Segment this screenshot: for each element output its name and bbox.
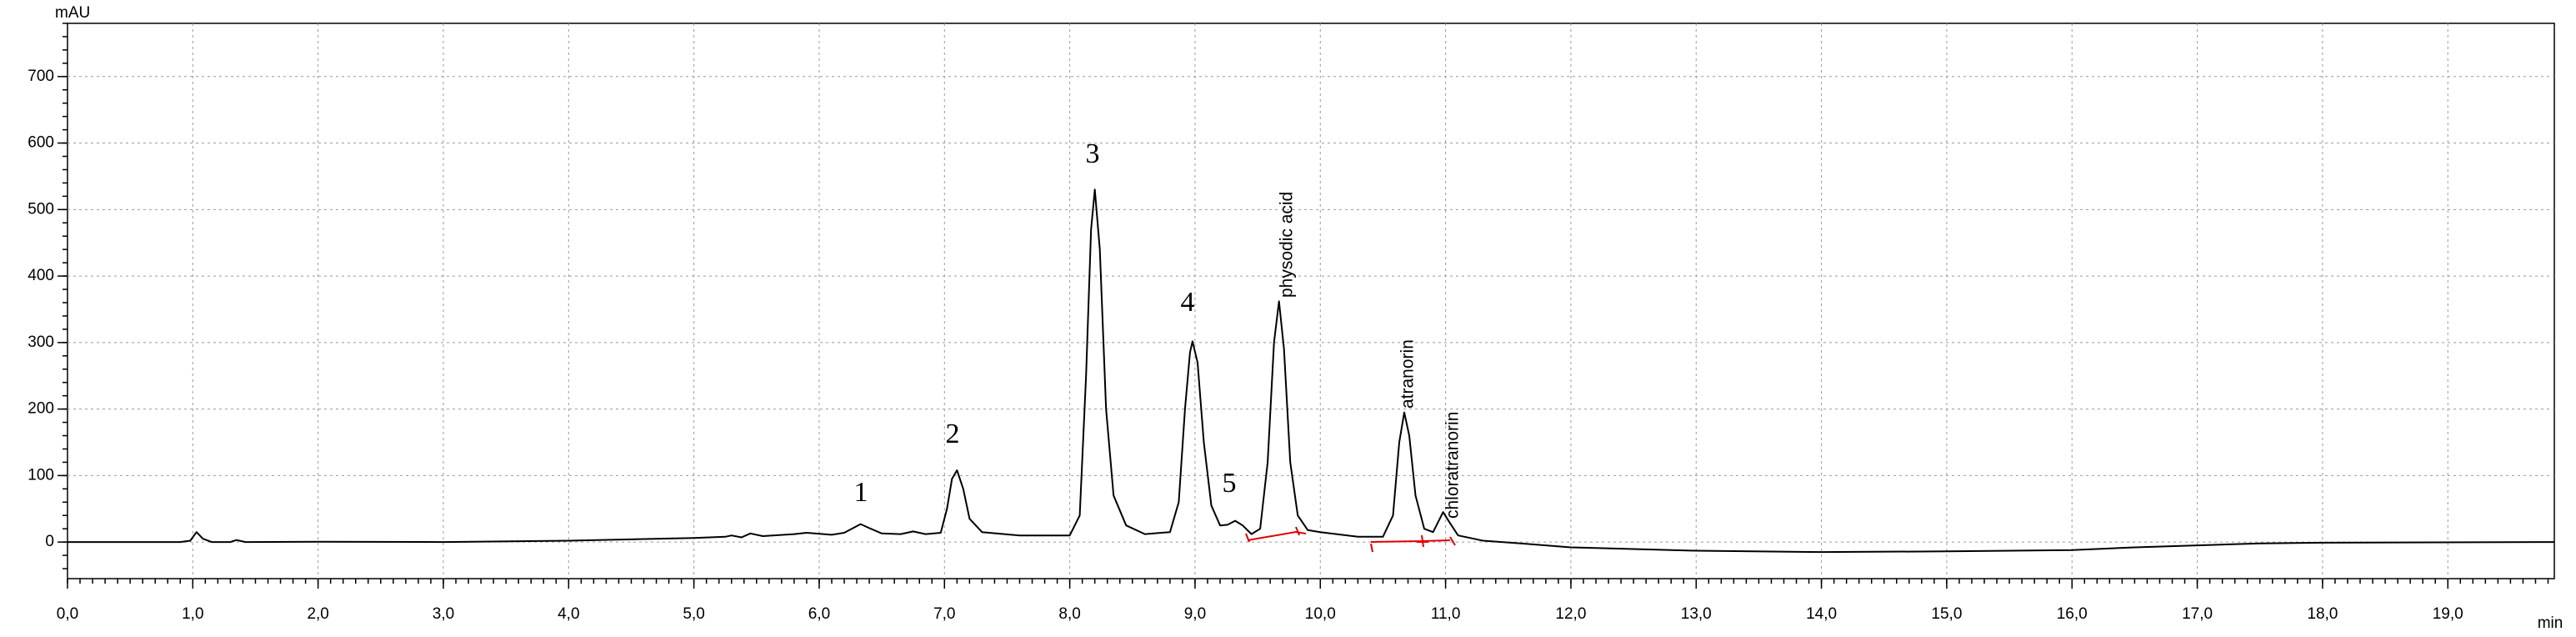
x-tick-label: 5,0 <box>683 605 704 623</box>
y-tick-label: 600 <box>28 134 54 152</box>
x-tick-label: 18,0 <box>2307 605 2338 623</box>
y-tick-label: 300 <box>28 334 54 351</box>
x-tick-label: 6,0 <box>808 605 830 623</box>
x-tick-label: 15,0 <box>1931 605 1962 623</box>
peak-name: chloratranorin <box>1443 412 1463 519</box>
x-tick-label: 16,0 <box>2057 605 2088 623</box>
x-tick-label: 3,0 <box>433 605 454 623</box>
y-tick-label: 200 <box>28 400 54 418</box>
x-tick-label: 11,0 <box>1431 605 1461 623</box>
peak-label: 1 <box>854 477 868 508</box>
y-tick-label: 500 <box>28 200 54 218</box>
x-tick-label: 19,0 <box>2433 605 2463 623</box>
peak-label: 2 <box>946 419 960 449</box>
x-tick-label: 0,0 <box>57 605 78 623</box>
baseline-marker <box>1247 530 1307 541</box>
x-tick-label: 9,0 <box>1184 605 1206 623</box>
y-axis-label: mAU <box>55 4 90 22</box>
x-tick-label: 4,0 <box>558 605 579 623</box>
y-tick-label: 700 <box>28 68 54 85</box>
baseline-marker <box>1245 526 1456 553</box>
peak-name: atranorin <box>1398 339 1418 409</box>
x-tick-label: 17,0 <box>2182 605 2213 623</box>
x-tick-label: 1,0 <box>182 605 203 623</box>
x-tick-label: 7,0 <box>933 605 955 623</box>
x-tick-label: 13,0 <box>1681 605 1712 623</box>
x-tick-label: 2,0 <box>307 605 328 623</box>
x-tick-label: 14,0 <box>1806 605 1837 623</box>
peak-name: physodic acid <box>1278 192 1297 298</box>
peak-label: 4 <box>1181 287 1195 318</box>
y-tick-label: 400 <box>28 267 54 284</box>
y-tick-label: 0 <box>45 533 54 550</box>
plot-frame <box>67 23 2555 579</box>
peak-label: 5 <box>1223 468 1237 499</box>
signal-trace <box>68 188 2555 554</box>
x-tick-label: 8,0 <box>1058 605 1080 623</box>
y-tick-label: 100 <box>28 466 54 484</box>
peak-label: 3 <box>1086 138 1100 169</box>
x-axis-label: min <box>2538 614 2563 632</box>
x-tick-label: 10,0 <box>1305 605 1336 623</box>
x-tick-label: 12,0 <box>1555 605 1586 623</box>
integration-markers <box>1245 526 1456 553</box>
